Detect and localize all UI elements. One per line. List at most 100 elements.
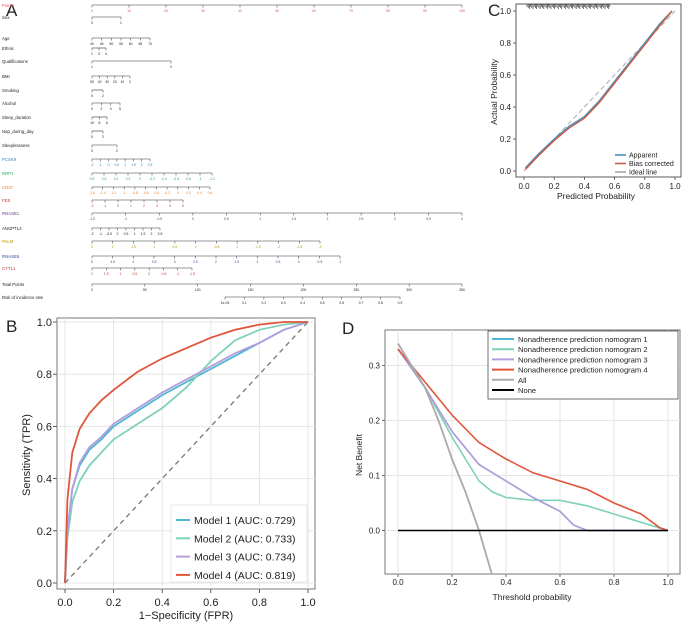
nomogram-tick-label: -0.6 bbox=[173, 177, 179, 181]
nomogram-row: CYTL1 2 1.5 1 0.5 0 -0.5 -1 -1.5 bbox=[2, 266, 195, 276]
nomogram-row-label: NRP1 bbox=[2, 171, 14, 176]
x-tick-label: 1.0 bbox=[669, 182, 681, 191]
nomogram-tick-label: 6 bbox=[106, 121, 108, 125]
nomogram-tick-label: 5 bbox=[119, 107, 121, 111]
nomogram-row: Age 40 45 50 55 60 65 70 bbox=[2, 36, 152, 46]
reference-diagonal bbox=[64, 321, 309, 584]
nomogram-tick-label: 0.8 bbox=[378, 301, 383, 305]
nomogram-tick-label: 1 bbox=[124, 163, 126, 167]
nomogram-tick-label: -2 bbox=[90, 232, 93, 236]
x-tick-label: 0.8 bbox=[639, 182, 651, 191]
nomogram-tick-label: -1 bbox=[176, 272, 179, 276]
nomogram-tick-label: 1 bbox=[91, 52, 93, 56]
y-axis-title: Actual Probability bbox=[489, 58, 499, 124]
nomogram-tick-label: 40 bbox=[98, 80, 102, 84]
y-tick-label: 1.0 bbox=[500, 7, 512, 16]
nomogram-tick-label: 250 bbox=[353, 288, 359, 292]
nomogram-tick-label: 100 bbox=[459, 9, 465, 13]
legend-label: None bbox=[518, 386, 536, 395]
nomogram-row-label: RNASE6 bbox=[2, 254, 20, 259]
x-tick-label: 0.4 bbox=[155, 597, 170, 609]
y-tick-label: 0.1 bbox=[369, 472, 381, 481]
nomogram-tick-label: 0 bbox=[117, 204, 119, 208]
nomogram-row-label: Points bbox=[2, 3, 14, 8]
nomogram-tick-label: 1 bbox=[120, 21, 122, 25]
nomogram-tick-label: 0.5 bbox=[224, 217, 229, 221]
nomogram-tick-label: 2 bbox=[141, 163, 143, 167]
nomogram-tick-label: 0.3 bbox=[281, 301, 286, 305]
nomogram-tick-label: 0.2 bbox=[262, 301, 267, 305]
nomogram-tick-label: 0.7 bbox=[359, 301, 364, 305]
y-tick-label: 0.6 bbox=[500, 71, 512, 80]
nomogram-row: PCSK9 -2 -1 0 0.5 1 1.5 2 2.5 bbox=[2, 157, 152, 167]
nomogram-tick-label: 1 bbox=[259, 217, 261, 221]
nomogram-tick-label: -2 bbox=[90, 204, 93, 208]
nomogram-tick-label: -0.2 bbox=[164, 191, 170, 195]
x-tick-label: 0.4 bbox=[500, 578, 512, 587]
nomogram-tick-label: 40 bbox=[238, 9, 242, 13]
nomogram-tick-label: 0.2 bbox=[126, 177, 131, 181]
nomogram-row: BMI 50 40 30 20 10 0 bbox=[2, 74, 131, 84]
legend-label: Nonadherence prediction nomogram 3 bbox=[518, 355, 648, 364]
nomogram-row-label: Total Points bbox=[2, 282, 24, 287]
nomogram-tick-label: 0 bbox=[108, 163, 110, 167]
x-tick-label: 0.2 bbox=[446, 578, 458, 587]
y-tick-label: 0.8 bbox=[500, 39, 512, 48]
nomogram-tick-label: -3 bbox=[318, 245, 321, 249]
legend-label: Ideal line bbox=[629, 170, 657, 177]
curves bbox=[397, 343, 669, 574]
nomogram-tick-label: 50 bbox=[275, 9, 279, 13]
legend-label: Nonadherence prediction nomogram 4 bbox=[518, 366, 648, 375]
nomogram-tick-label: -1.2 bbox=[111, 191, 117, 195]
nomogram-row: ANGPTL4 -2 -1 -0.5 0 0.5 1 1.5 2 2.5 bbox=[2, 226, 162, 236]
nomogram-row-label: Qualifications bbox=[2, 59, 28, 64]
x-axis-title: Threshold probability bbox=[493, 592, 573, 602]
y-tick-label: 0.0 bbox=[500, 167, 512, 176]
nomogram-tick-label: 2.5 bbox=[359, 217, 364, 221]
nomogram-row: CD27 -1.6 -1.4 -1.2 -1 -0.8 -0.6 -0.4 -0.2 0 0.2 0.… bbox=[2, 185, 212, 195]
decision-curve bbox=[397, 348, 668, 532]
y-tick-label: 0.0 bbox=[37, 578, 52, 590]
nomogram-tick-label: 3 bbox=[156, 204, 158, 208]
nomogram-tick-label: -1 bbox=[123, 191, 126, 195]
nomogram-tick-label: 2 bbox=[151, 232, 153, 236]
x-tick-label: 0.6 bbox=[203, 597, 218, 609]
legend-label: Model 1 (AUC: 0.729) bbox=[194, 515, 296, 527]
y-tick-label: 0.4 bbox=[500, 103, 512, 112]
nomogram-tick-label: -1 bbox=[99, 163, 102, 167]
panel-letter-a: A bbox=[6, 1, 18, 20]
nomogram-tick-label: -1 bbox=[236, 245, 239, 249]
nomogram-tick-label: 0.5 bbox=[276, 260, 281, 264]
nomogram-tick-label: 80 bbox=[386, 9, 390, 13]
y-tick-label: 0.4 bbox=[37, 474, 52, 486]
nomogram-tick-label: 4 bbox=[105, 52, 107, 56]
nomogram-tick-label: 2 bbox=[102, 135, 104, 139]
nomogram-tick-label: 0 bbox=[91, 94, 93, 98]
nomogram-row: RNASE1 -1.5 -1 -0.5 0 0.5 1 1.5 2 2.5 3 3.5 4 bbox=[2, 211, 463, 221]
nomogram-tick-label: 2 bbox=[215, 260, 217, 264]
nomogram-tick-label: 2.5 bbox=[158, 232, 163, 236]
legend-label: Apparent bbox=[629, 153, 657, 160]
nomogram-tick-label: 0.5 bbox=[132, 272, 137, 276]
nomogram-tick-label: -1 bbox=[99, 232, 102, 236]
nomogram-tick-label: 0.6 bbox=[339, 301, 344, 305]
nomogram-row-label: Nap_during_day bbox=[2, 129, 34, 134]
nomogram-tick-label: -1.4 bbox=[100, 191, 106, 195]
nomogram-tick-label: 3 bbox=[394, 217, 396, 221]
nomogram-tick-label: -0.5 bbox=[106, 232, 112, 236]
legend: Model 1 (AUC: 0.729) Model 2 (AUC: 0.733)… bbox=[170, 504, 308, 583]
nomogram-row-label: RNASE1 bbox=[2, 211, 20, 216]
nomogram-tick-label: 0.4 bbox=[197, 191, 202, 195]
nomogram-tick-label: -1.5 bbox=[255, 245, 261, 249]
x-axis-title: Predicted Probability bbox=[557, 191, 636, 201]
x-tick-label: 0.8 bbox=[608, 578, 620, 587]
nomogram-tick-label: -0.6 bbox=[143, 191, 149, 195]
nomogram-tick-label: 40 bbox=[90, 42, 94, 46]
nomogram-tick-label: 0.5 bbox=[320, 301, 325, 305]
nomogram-tick-label: 90 bbox=[423, 9, 427, 13]
nomogram-row: Total Points 0 50 100 150 200 250 300 350 bbox=[2, 282, 465, 292]
y-tick-label: 1.0 bbox=[37, 317, 52, 329]
nomogram-tick-label: -0.5 bbox=[161, 272, 167, 276]
nomogram-row-label: PALM bbox=[2, 239, 14, 244]
